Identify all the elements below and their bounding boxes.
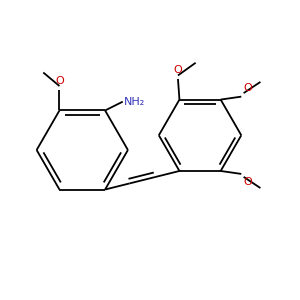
Text: O: O (244, 177, 252, 187)
Text: O: O (244, 83, 252, 93)
Text: O: O (174, 65, 182, 75)
Text: O: O (55, 76, 64, 86)
Text: NH₂: NH₂ (124, 97, 146, 106)
